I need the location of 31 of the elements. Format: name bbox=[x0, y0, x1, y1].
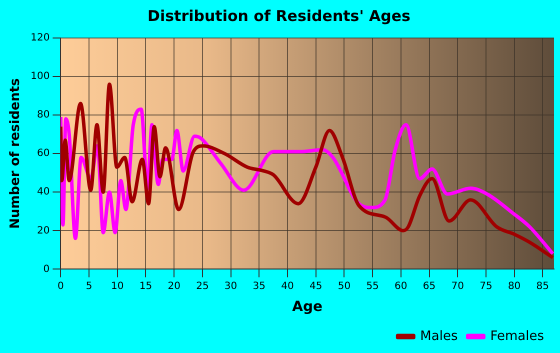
x-tick-label: 55 bbox=[366, 280, 379, 292]
x-tick-label: 0 bbox=[58, 280, 64, 292]
x-tick-label: 35 bbox=[252, 280, 266, 292]
y-tick-label: 120 bbox=[30, 32, 50, 44]
y-tick-label: 80 bbox=[36, 110, 50, 121]
x-tick-label: 20 bbox=[168, 280, 180, 292]
x-tick-label: 65 bbox=[422, 280, 436, 292]
chart-title: Distribution of Residents' Ages bbox=[148, 6, 411, 25]
legend-label: Females bbox=[490, 328, 544, 344]
y-tick-label: 20 bbox=[36, 225, 50, 236]
x-tick-label: 50 bbox=[338, 280, 351, 292]
x-tick-label: 80 bbox=[508, 280, 521, 292]
x-tick-label: 75 bbox=[480, 280, 492, 292]
x-tick-label: 60 bbox=[394, 280, 408, 292]
x-tick-label: 85 bbox=[536, 280, 550, 292]
line-series bbox=[60, 82, 554, 260]
x-axis-title: Age bbox=[292, 299, 323, 316]
x-tick-label: 25 bbox=[196, 280, 209, 292]
y-tick-label: 100 bbox=[30, 71, 50, 82]
x-tick-label: 15 bbox=[139, 280, 152, 292]
y-axis-title: Number of residents bbox=[8, 78, 24, 229]
y-tick-label: 40 bbox=[36, 186, 50, 198]
x-tick-label: 30 bbox=[224, 280, 238, 292]
legend-label: Males bbox=[420, 328, 458, 344]
x-tick-label: 40 bbox=[281, 280, 294, 292]
x-tick-label: 10 bbox=[111, 280, 124, 292]
x-tick-label: 5 bbox=[86, 280, 92, 292]
y-tick-label: 0 bbox=[43, 264, 50, 275]
x-tick-label: 70 bbox=[451, 280, 464, 292]
y-tick-label: 60 bbox=[36, 148, 50, 160]
x-tick-label: 45 bbox=[309, 280, 322, 292]
